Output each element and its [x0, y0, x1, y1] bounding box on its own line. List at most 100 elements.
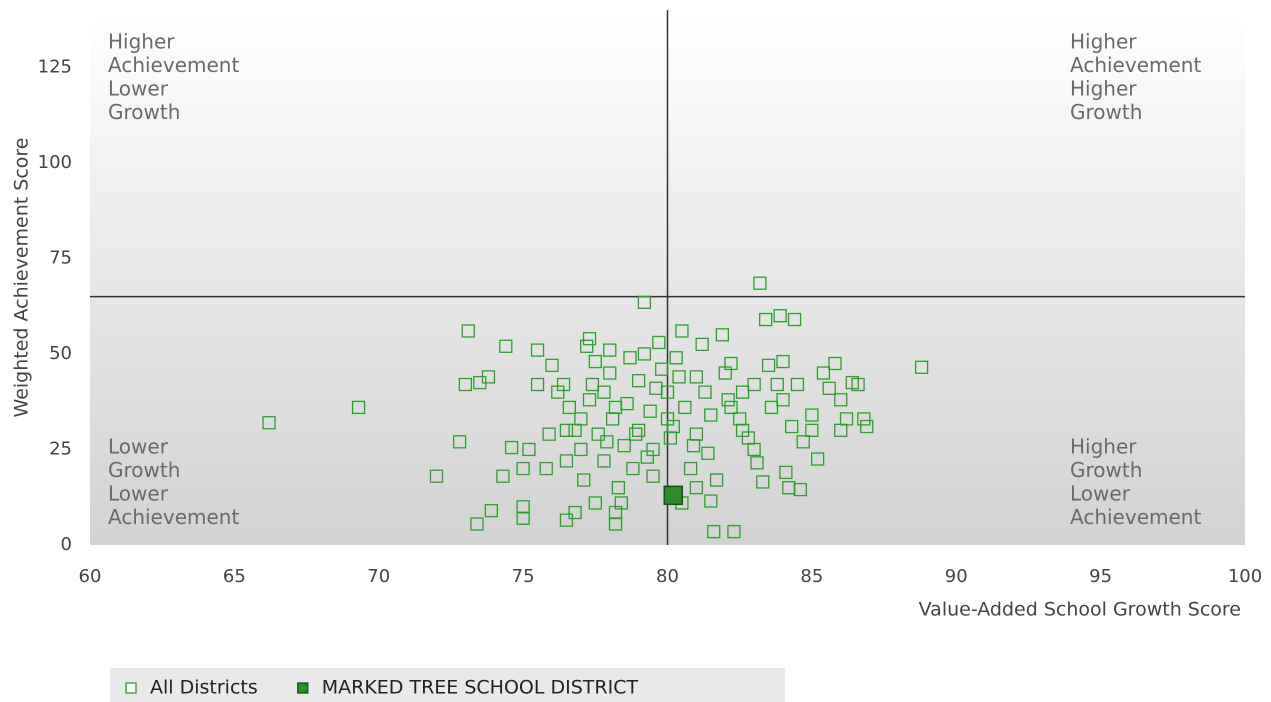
quadrant-label: Lower [108, 482, 169, 506]
point [643, 404, 657, 418]
x-tick-label: 95 [1089, 566, 1112, 587]
y-tick-label: 25 [49, 438, 72, 459]
point [516, 461, 530, 476]
point [496, 469, 510, 483]
point [790, 377, 805, 392]
legend-swatch [125, 682, 137, 694]
quadrant-label: Growth [108, 100, 180, 124]
point [637, 347, 652, 361]
quadrant-label: Higher [1070, 30, 1137, 54]
point [727, 524, 741, 539]
point [530, 377, 545, 392]
point [559, 423, 574, 438]
point [689, 481, 704, 495]
quadrant-label: Lower [1070, 482, 1131, 506]
point [701, 446, 715, 460]
legend-swatch [297, 682, 309, 694]
point [715, 328, 730, 342]
quadrant-label: Growth [1070, 458, 1142, 482]
point [640, 450, 654, 464]
point [753, 276, 767, 290]
point [695, 337, 709, 352]
point [851, 377, 865, 392]
point [351, 400, 366, 415]
point [545, 358, 559, 373]
legend-label: All Districts [150, 677, 258, 699]
point [816, 366, 831, 380]
point [796, 435, 810, 449]
point [704, 408, 718, 422]
y-tick-label: 100 [38, 152, 72, 173]
point [704, 494, 718, 508]
point [785, 419, 799, 434]
point [652, 335, 666, 350]
quadrant-label: Growth [1070, 100, 1142, 124]
point [672, 370, 686, 384]
point [574, 442, 588, 457]
point [678, 400, 692, 415]
legend-label: MARKED TREE SCHOOL DISTRICT [322, 677, 639, 699]
point [805, 423, 819, 438]
point [481, 370, 496, 384]
point [588, 496, 602, 510]
point [689, 370, 704, 384]
point [461, 324, 475, 338]
point [611, 481, 626, 495]
point [530, 343, 545, 357]
point [683, 461, 698, 476]
point [522, 442, 536, 457]
quadrant-label: Achievement [108, 505, 239, 529]
point [559, 454, 574, 468]
point [759, 312, 773, 327]
x-tick-label: 65 [223, 566, 246, 587]
point [669, 351, 683, 365]
point [770, 377, 784, 392]
point [860, 419, 874, 434]
point [623, 351, 637, 365]
point [675, 324, 689, 338]
point [779, 465, 793, 480]
point [585, 377, 600, 392]
point [559, 513, 574, 527]
point [724, 400, 738, 415]
point [776, 354, 790, 369]
x-tick-label: 75 [512, 566, 535, 587]
legend-box [110, 668, 785, 702]
point [811, 452, 825, 466]
point [776, 393, 790, 407]
y-axis-label: Weighted Achievement Score [11, 138, 33, 418]
point [735, 423, 750, 438]
point [568, 423, 582, 438]
point [756, 475, 770, 489]
point [828, 356, 842, 371]
y-tick-label: 50 [49, 343, 72, 364]
point [591, 427, 605, 441]
point [614, 496, 628, 510]
point [914, 360, 929, 374]
point [686, 438, 701, 453]
point [663, 485, 684, 506]
point [631, 423, 646, 438]
point [655, 362, 669, 376]
point [834, 393, 848, 407]
point [556, 377, 571, 392]
point [626, 461, 640, 476]
point [484, 503, 499, 518]
point [458, 377, 473, 392]
point [539, 461, 553, 476]
quadrant-label: Achievement [1070, 505, 1201, 529]
point [580, 339, 594, 353]
point [516, 511, 530, 525]
point [666, 419, 680, 434]
y-tick-label: 125 [38, 56, 72, 77]
point [805, 408, 819, 422]
point [504, 440, 519, 455]
point [470, 517, 484, 531]
point [582, 331, 597, 346]
point [597, 385, 611, 399]
quadrant-label: Lower [108, 77, 169, 101]
x-tick-label: 100 [1228, 566, 1262, 587]
quadrant-label: Achievement [108, 53, 239, 77]
point [750, 456, 764, 470]
